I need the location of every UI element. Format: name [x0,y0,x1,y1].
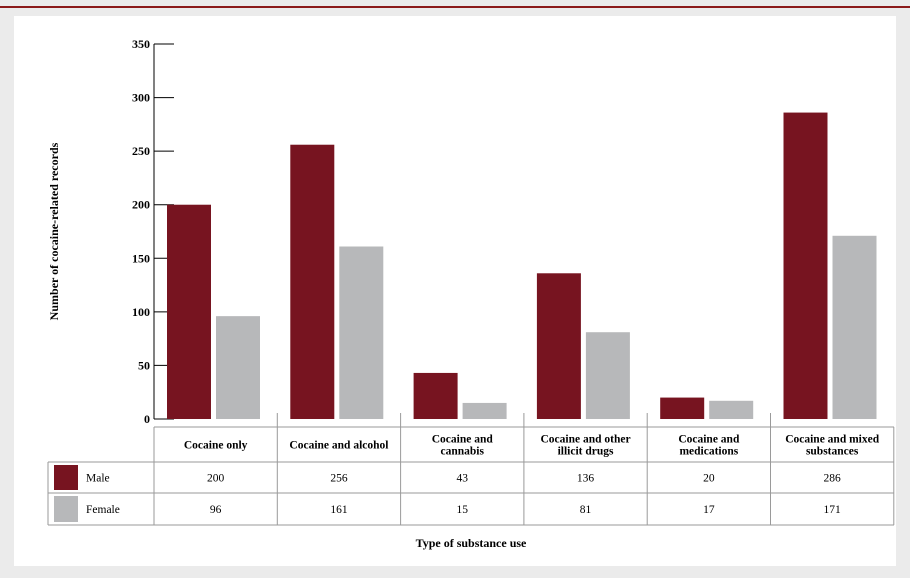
bar-male-3 [536,273,581,419]
table-value-female-4: 17 [703,504,715,516]
table-value-male-1: 256 [330,473,348,485]
category-label-1: Cocaine and alcohol [289,440,388,452]
category-label-2-line-1: cannabis [441,446,485,458]
bar-female-4 [709,400,754,419]
bar-female-3 [585,332,630,419]
header-rule [0,6,910,8]
bar-male-0 [167,204,211,419]
table-value-male-3: 136 [577,473,595,485]
table-value-male-2: 43 [457,473,469,485]
category-label-4-line-0: Cocaine and [678,434,740,446]
category-label-3-line-0: Cocaine and other [541,434,631,446]
bar-female-1 [339,246,384,419]
legend-label-male: Male [86,473,110,485]
chart-panel: 0 50 100 150 200 250 300 350 Number of cocaine-r… [14,16,896,566]
bar-male-2 [413,372,458,419]
bar-female-0 [216,316,260,419]
y-tick-label-6: 300 [132,91,150,105]
bar-male-1 [290,144,335,419]
table-value-male-5: 286 [824,473,842,485]
y-tick-label-2: 100 [132,305,150,319]
table-value-female-0: 96 [210,504,222,516]
bar-female-5 [832,235,877,419]
category-label-2-line-0: Cocaine and [432,434,494,446]
category-label-3-line-1: illicit drugs [558,446,614,458]
table-value-female-5: 171 [824,504,842,516]
table-value-female-3: 81 [580,504,592,516]
category-label-0: Cocaine only [184,440,248,452]
bar-female-2 [462,402,507,419]
table-value-male-4: 20 [703,473,715,485]
table-value-female-2: 15 [457,504,469,516]
y-tick-label-3: 150 [132,251,150,265]
table-value-female-1: 161 [330,504,348,516]
x-axis-title: Type of substance use [416,536,527,550]
category-label-4-line-1: medications [679,446,738,458]
category-label-5-line-0: Cocaine and mixed [785,434,880,446]
y-tick-label-4: 200 [132,198,150,212]
y-tick-label-5: 250 [132,144,150,158]
legend-swatch-male [54,465,78,490]
y-tick-label-1: 50 [138,358,150,372]
y-tick-label-0: 0 [144,412,150,426]
legend-label-female: Female [86,504,120,516]
legend-swatch-female [54,496,78,522]
table-value-male-0: 200 [207,473,225,485]
category-label-5-line-1: substances [806,446,859,458]
bar-male-5 [783,112,828,420]
y-axis-title: Number of cocaine-related records [47,142,61,320]
bar-chart: 0 50 100 150 200 250 300 350 Number of cocaine-r… [47,37,895,550]
y-tick-label-7: 350 [132,37,150,51]
bar-male-4 [660,397,705,419]
